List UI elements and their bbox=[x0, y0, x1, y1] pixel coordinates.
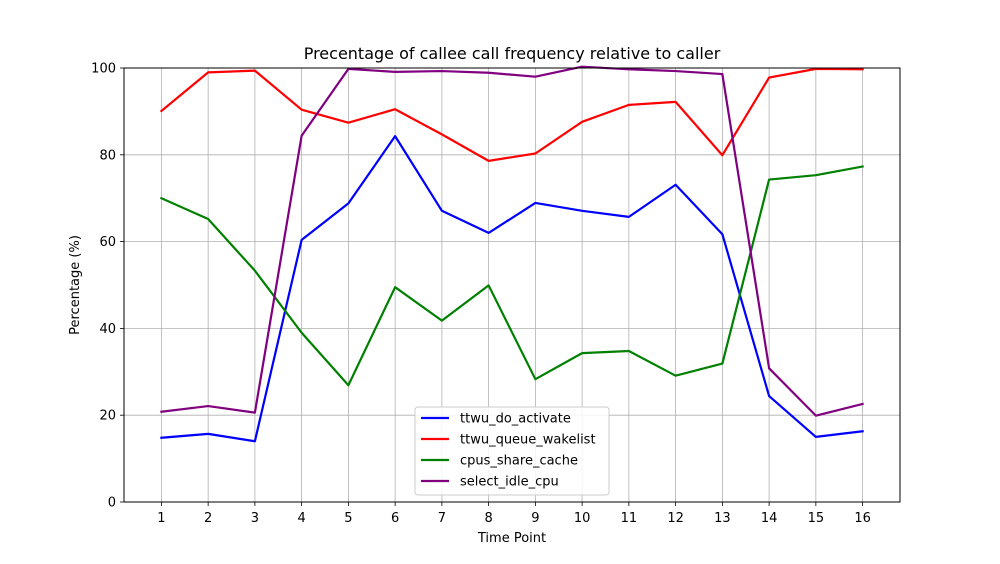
x-tick-label: 10 bbox=[574, 511, 591, 526]
legend-label: ttwu_queue_wakelist bbox=[460, 433, 596, 448]
x-tick-label: 5 bbox=[344, 511, 352, 526]
legend-label: ttwu_do_activate bbox=[460, 412, 571, 427]
series-line-cpus-share-cache bbox=[159, 165, 864, 387]
plot-frame bbox=[123, 67, 901, 503]
series-line-ttwu-do-activate bbox=[160, 135, 864, 443]
x-tick-label: 8 bbox=[484, 511, 492, 526]
series-line-select-idle-cpu bbox=[160, 65, 864, 417]
y-tick-label: 80 bbox=[99, 148, 116, 163]
y-tick-label: 40 bbox=[99, 322, 116, 337]
x-tick-label: 11 bbox=[621, 511, 638, 526]
legend-label: select_idle_cpu bbox=[460, 475, 559, 490]
x-tick-label: 3 bbox=[251, 511, 259, 526]
x-tick-label: 15 bbox=[808, 511, 825, 526]
x-tick-label: 12 bbox=[667, 511, 684, 526]
y-axis-label: Percentage (%) bbox=[68, 235, 83, 335]
x-tick-label: 1 bbox=[157, 511, 165, 526]
series-line-ttwu-queue-wakelist bbox=[159, 67, 864, 162]
chart-title: Precentage of callee call frequency rela… bbox=[304, 44, 721, 63]
legend: ttwu_do_activate ttwu_queue_wakelist cpus_… bbox=[414, 406, 610, 496]
x-tick-label: 4 bbox=[297, 511, 305, 526]
y-tick-label: 20 bbox=[99, 409, 116, 424]
series-lines bbox=[159, 65, 864, 443]
x-tick-label: 9 bbox=[531, 511, 539, 526]
x-axis-label: Time Point bbox=[477, 531, 546, 546]
y-tick-label: 100 bbox=[91, 62, 116, 77]
y-tick-label: 60 bbox=[99, 235, 116, 250]
x-tick-label: 6 bbox=[391, 511, 399, 526]
x-tick-label: 7 bbox=[438, 511, 446, 526]
x-tick-label: 16 bbox=[854, 511, 871, 526]
x-tick-label: 14 bbox=[761, 511, 778, 526]
x-tick-label: 2 bbox=[204, 511, 212, 526]
x-tick-label: 13 bbox=[714, 511, 731, 526]
legend-label: cpus_share_cache bbox=[460, 454, 578, 469]
legend-box bbox=[414, 406, 610, 496]
y-tick-label: 0 bbox=[108, 496, 116, 511]
